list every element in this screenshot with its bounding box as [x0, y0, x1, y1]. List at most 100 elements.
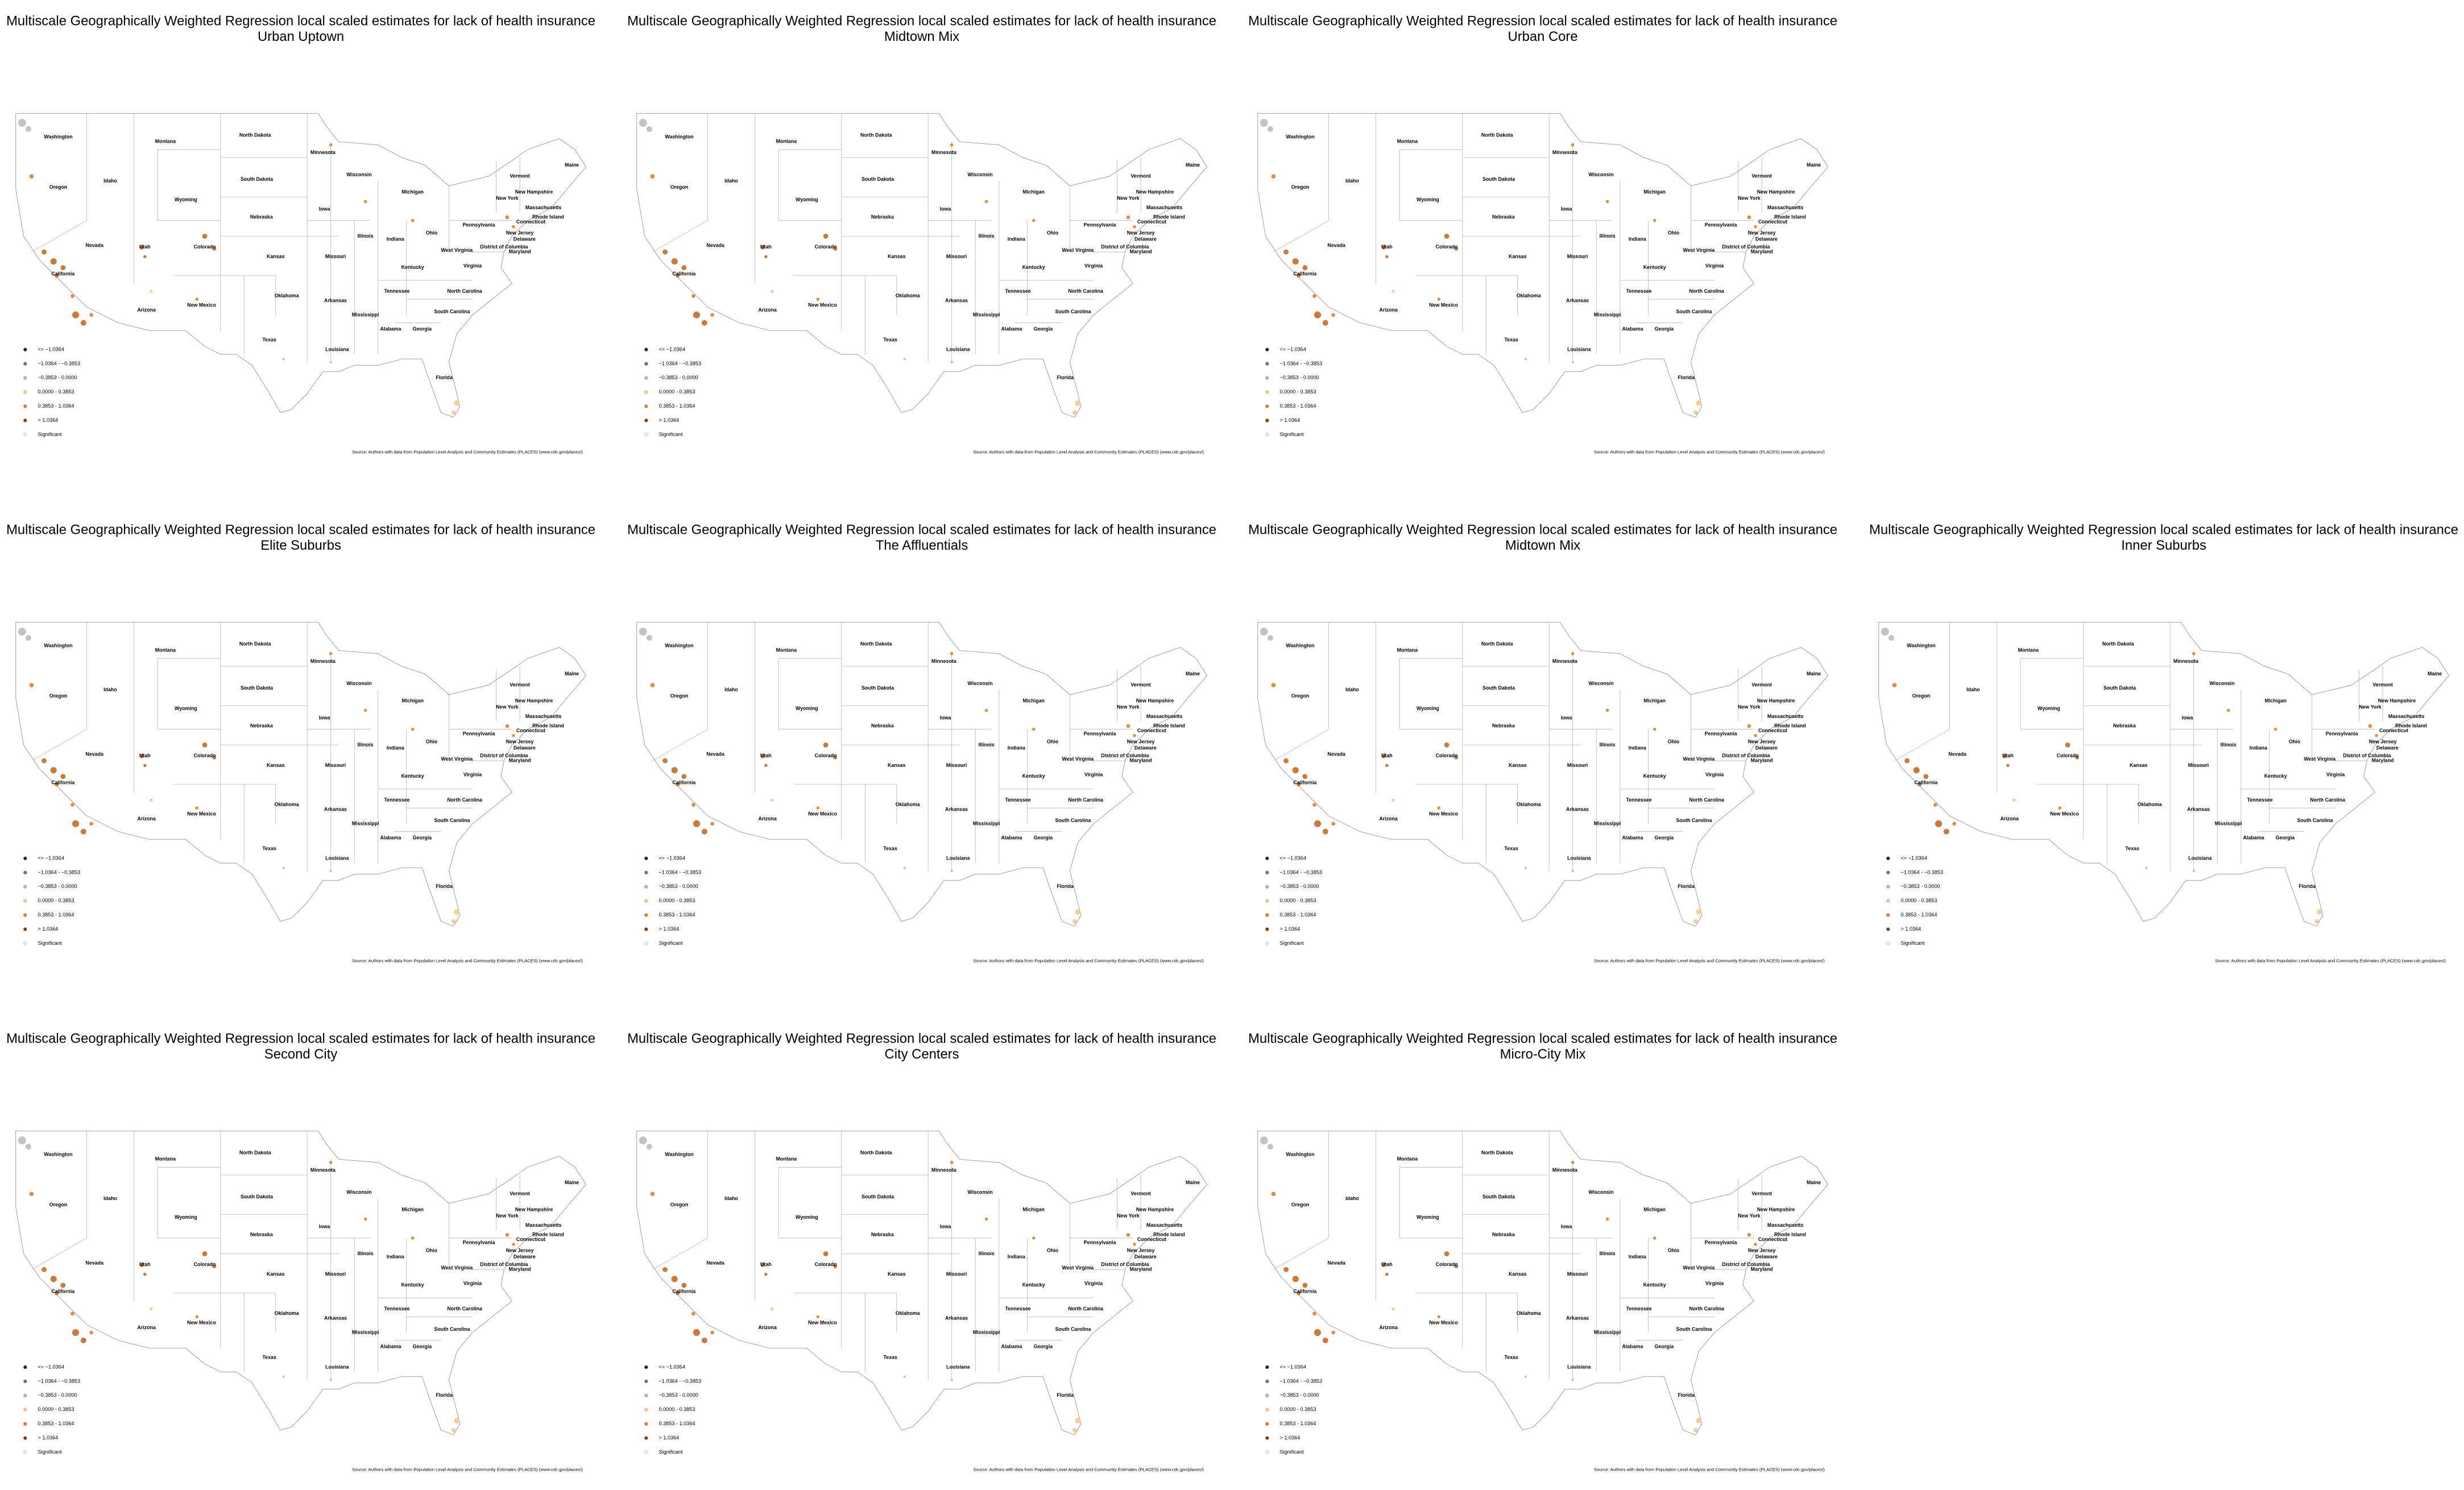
legend-swatch	[1265, 870, 1269, 875]
estimate-cluster	[984, 200, 988, 204]
estimate-cluster	[691, 1311, 695, 1316]
state-label: Nebraska	[2113, 723, 2136, 729]
estimate-cluster	[1952, 821, 1956, 826]
state-label: Washington	[44, 642, 72, 648]
legend-label: 0.0000 - 0.3853	[1279, 1406, 1316, 1412]
legend-swatch	[644, 913, 648, 917]
estimate-cluster	[1331, 313, 1335, 317]
state-label: District of Columbia	[1722, 244, 1770, 250]
state-label: Florida	[1678, 375, 1695, 380]
state-label: South Dakota	[2103, 685, 2136, 691]
state-label: New Jersey	[506, 230, 534, 235]
estimate-cluster	[1747, 215, 1751, 219]
estimate-cluster	[363, 1217, 367, 1221]
state-label: South Dakota	[862, 176, 894, 182]
state-label: Colorado	[815, 244, 837, 250]
estimate-cluster	[1571, 652, 1575, 655]
state-label: Oregon	[670, 184, 689, 190]
state-label: New Jersey	[1748, 738, 1776, 744]
state-label: Arkansas	[1566, 297, 1589, 303]
state-label: Texas	[883, 1355, 897, 1360]
state-label: Ohio	[426, 1247, 438, 1253]
panel-subtitle: Urban Core	[1508, 29, 1578, 44]
map-panel: Multiscale Geographically Weighted Regre…	[627, 1031, 1216, 1472]
estimate-cluster	[150, 1307, 153, 1311]
state-label: Ohio	[1047, 1247, 1059, 1253]
state-label: Tennessee	[2247, 797, 2272, 803]
state-label: Tennessee	[1626, 1306, 1651, 1311]
state-label: North Dakota	[1481, 641, 1513, 647]
state-label: Kansas	[267, 254, 285, 259]
state-label: Massachusetts	[2388, 713, 2425, 719]
state-label: North Dakota	[1481, 1150, 1513, 1156]
estimate-cluster	[2192, 652, 2196, 655]
legend-swatch	[1886, 941, 1890, 945]
estimate-cluster	[816, 1315, 820, 1319]
state-label: New York	[2359, 704, 2382, 709]
estimate-cluster	[1292, 767, 1299, 774]
estimate-cluster	[823, 234, 829, 239]
state-label: Utah	[760, 753, 772, 758]
legend-label: Significant	[38, 1449, 62, 1455]
state-label: Massachusetts	[1146, 713, 1183, 719]
legend-label: 0.0000 - 0.3853	[659, 389, 695, 395]
state-label: District of Columbia	[1722, 753, 1770, 758]
state-label: Texas	[262, 1355, 276, 1360]
estimate-cluster	[676, 273, 680, 278]
legend-label: 0.0000 - 0.3853	[659, 1406, 695, 1412]
state-label: Kansas	[888, 1271, 906, 1277]
estimate-cluster	[650, 1192, 655, 1197]
state-label: Massachusetts	[525, 205, 562, 210]
state-label: Missouri	[1567, 254, 1588, 259]
estimate-cluster	[662, 758, 668, 763]
state-label: Virginia	[1084, 1280, 1103, 1286]
map-panel: Multiscale Geographically Weighted Regre…	[1248, 1031, 1837, 1472]
state-label: New York	[496, 1213, 519, 1218]
estimate-cluster	[1126, 1232, 1130, 1237]
legend-label: Significant	[1279, 940, 1304, 946]
state-label: Virginia	[463, 771, 482, 777]
estimate-cluster	[2368, 724, 2372, 728]
state-label: Montana	[155, 1156, 176, 1162]
estimate-cluster	[1913, 767, 1920, 774]
estimate-cluster	[701, 319, 707, 326]
estimate-cluster	[823, 1251, 829, 1256]
state-label: District of Columbia	[1722, 1261, 1770, 1267]
estimate-cluster	[1302, 774, 1308, 779]
legend-label: −0.3853 - 0.0000	[659, 1392, 698, 1398]
legend-swatch	[23, 418, 27, 422]
source-note: Source: Authors with data from Populatio…	[973, 1467, 1204, 1472]
state-label: Colorado	[194, 753, 216, 758]
estimate-cluster	[1454, 756, 1459, 759]
state-label: Virginia	[1705, 771, 1724, 777]
legend-swatch	[1265, 376, 1269, 380]
state-label: Arizona	[1379, 816, 1398, 821]
estimate-cluster	[25, 635, 31, 641]
us-outline	[1257, 1130, 1829, 1435]
us-outline	[15, 1130, 587, 1435]
legend-swatch	[644, 1408, 648, 1412]
estimate-cluster	[2273, 728, 2277, 731]
legend-label: −0.3853 - 0.0000	[1279, 1392, 1319, 1398]
state-label: Massachusetts	[1146, 205, 1183, 210]
state-label: Nebraska	[871, 214, 894, 220]
state-label: Utah	[2002, 753, 2014, 758]
state-label: Minnesota	[1552, 150, 1577, 155]
state-label: Texas	[1504, 1355, 1518, 1360]
state-label: North Carolina	[447, 1306, 482, 1311]
state-label: Wyoming	[1417, 705, 1439, 711]
legend-swatch	[1265, 1408, 1269, 1412]
state-label: Oklahoma	[1517, 1310, 1541, 1316]
panel-subtitle: Midtown Mix	[1505, 538, 1580, 553]
state-label: Rhode Island	[1153, 1232, 1185, 1238]
state-label: Nevada	[706, 242, 724, 248]
state-label: Florida	[436, 883, 453, 889]
state-label: Michigan	[1644, 1206, 1666, 1212]
state-label: Kansas	[267, 1271, 285, 1277]
estimate-cluster	[1392, 1307, 1395, 1311]
estimate-cluster	[1271, 1192, 1276, 1197]
estimate-cluster	[202, 1251, 208, 1256]
state-label: Wisconsin	[1588, 1189, 1613, 1195]
estimate-cluster	[1267, 1144, 1273, 1150]
estimate-cluster	[671, 1276, 678, 1283]
